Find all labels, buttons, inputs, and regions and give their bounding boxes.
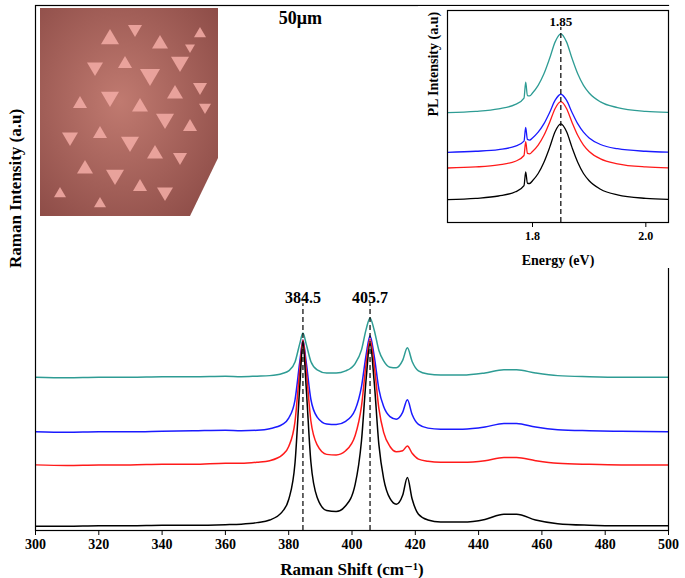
svg-text:340: 340: [152, 537, 173, 552]
svg-text:405.7: 405.7: [352, 289, 388, 306]
svg-text:Energy (eV): Energy (eV): [522, 253, 595, 269]
svg-text:2.0: 2.0: [638, 229, 653, 243]
svg-text:480: 480: [595, 537, 616, 552]
svg-text:360: 360: [215, 537, 236, 552]
svg-text:380: 380: [278, 537, 299, 552]
svg-text:400: 400: [342, 537, 363, 552]
svg-text:Raman Intensity (a.u): Raman Intensity (a.u): [6, 109, 25, 268]
svg-text:1.8: 1.8: [525, 229, 540, 243]
svg-text:460: 460: [531, 537, 552, 552]
svg-text:500: 500: [658, 537, 679, 552]
svg-text:PL Intensity (a.u): PL Intensity (a.u): [426, 12, 442, 117]
svg-text:1.85: 1.85: [549, 14, 572, 29]
svg-text:Raman Shift (cm⁻¹): Raman Shift (cm⁻¹): [280, 560, 423, 578]
svg-text:384.5: 384.5: [285, 289, 321, 306]
svg-text:50μm: 50μm: [279, 8, 322, 28]
svg-text:420: 420: [405, 537, 426, 552]
svg-text:300: 300: [25, 537, 46, 552]
svg-text:320: 320: [88, 537, 109, 552]
svg-text:440: 440: [468, 537, 489, 552]
